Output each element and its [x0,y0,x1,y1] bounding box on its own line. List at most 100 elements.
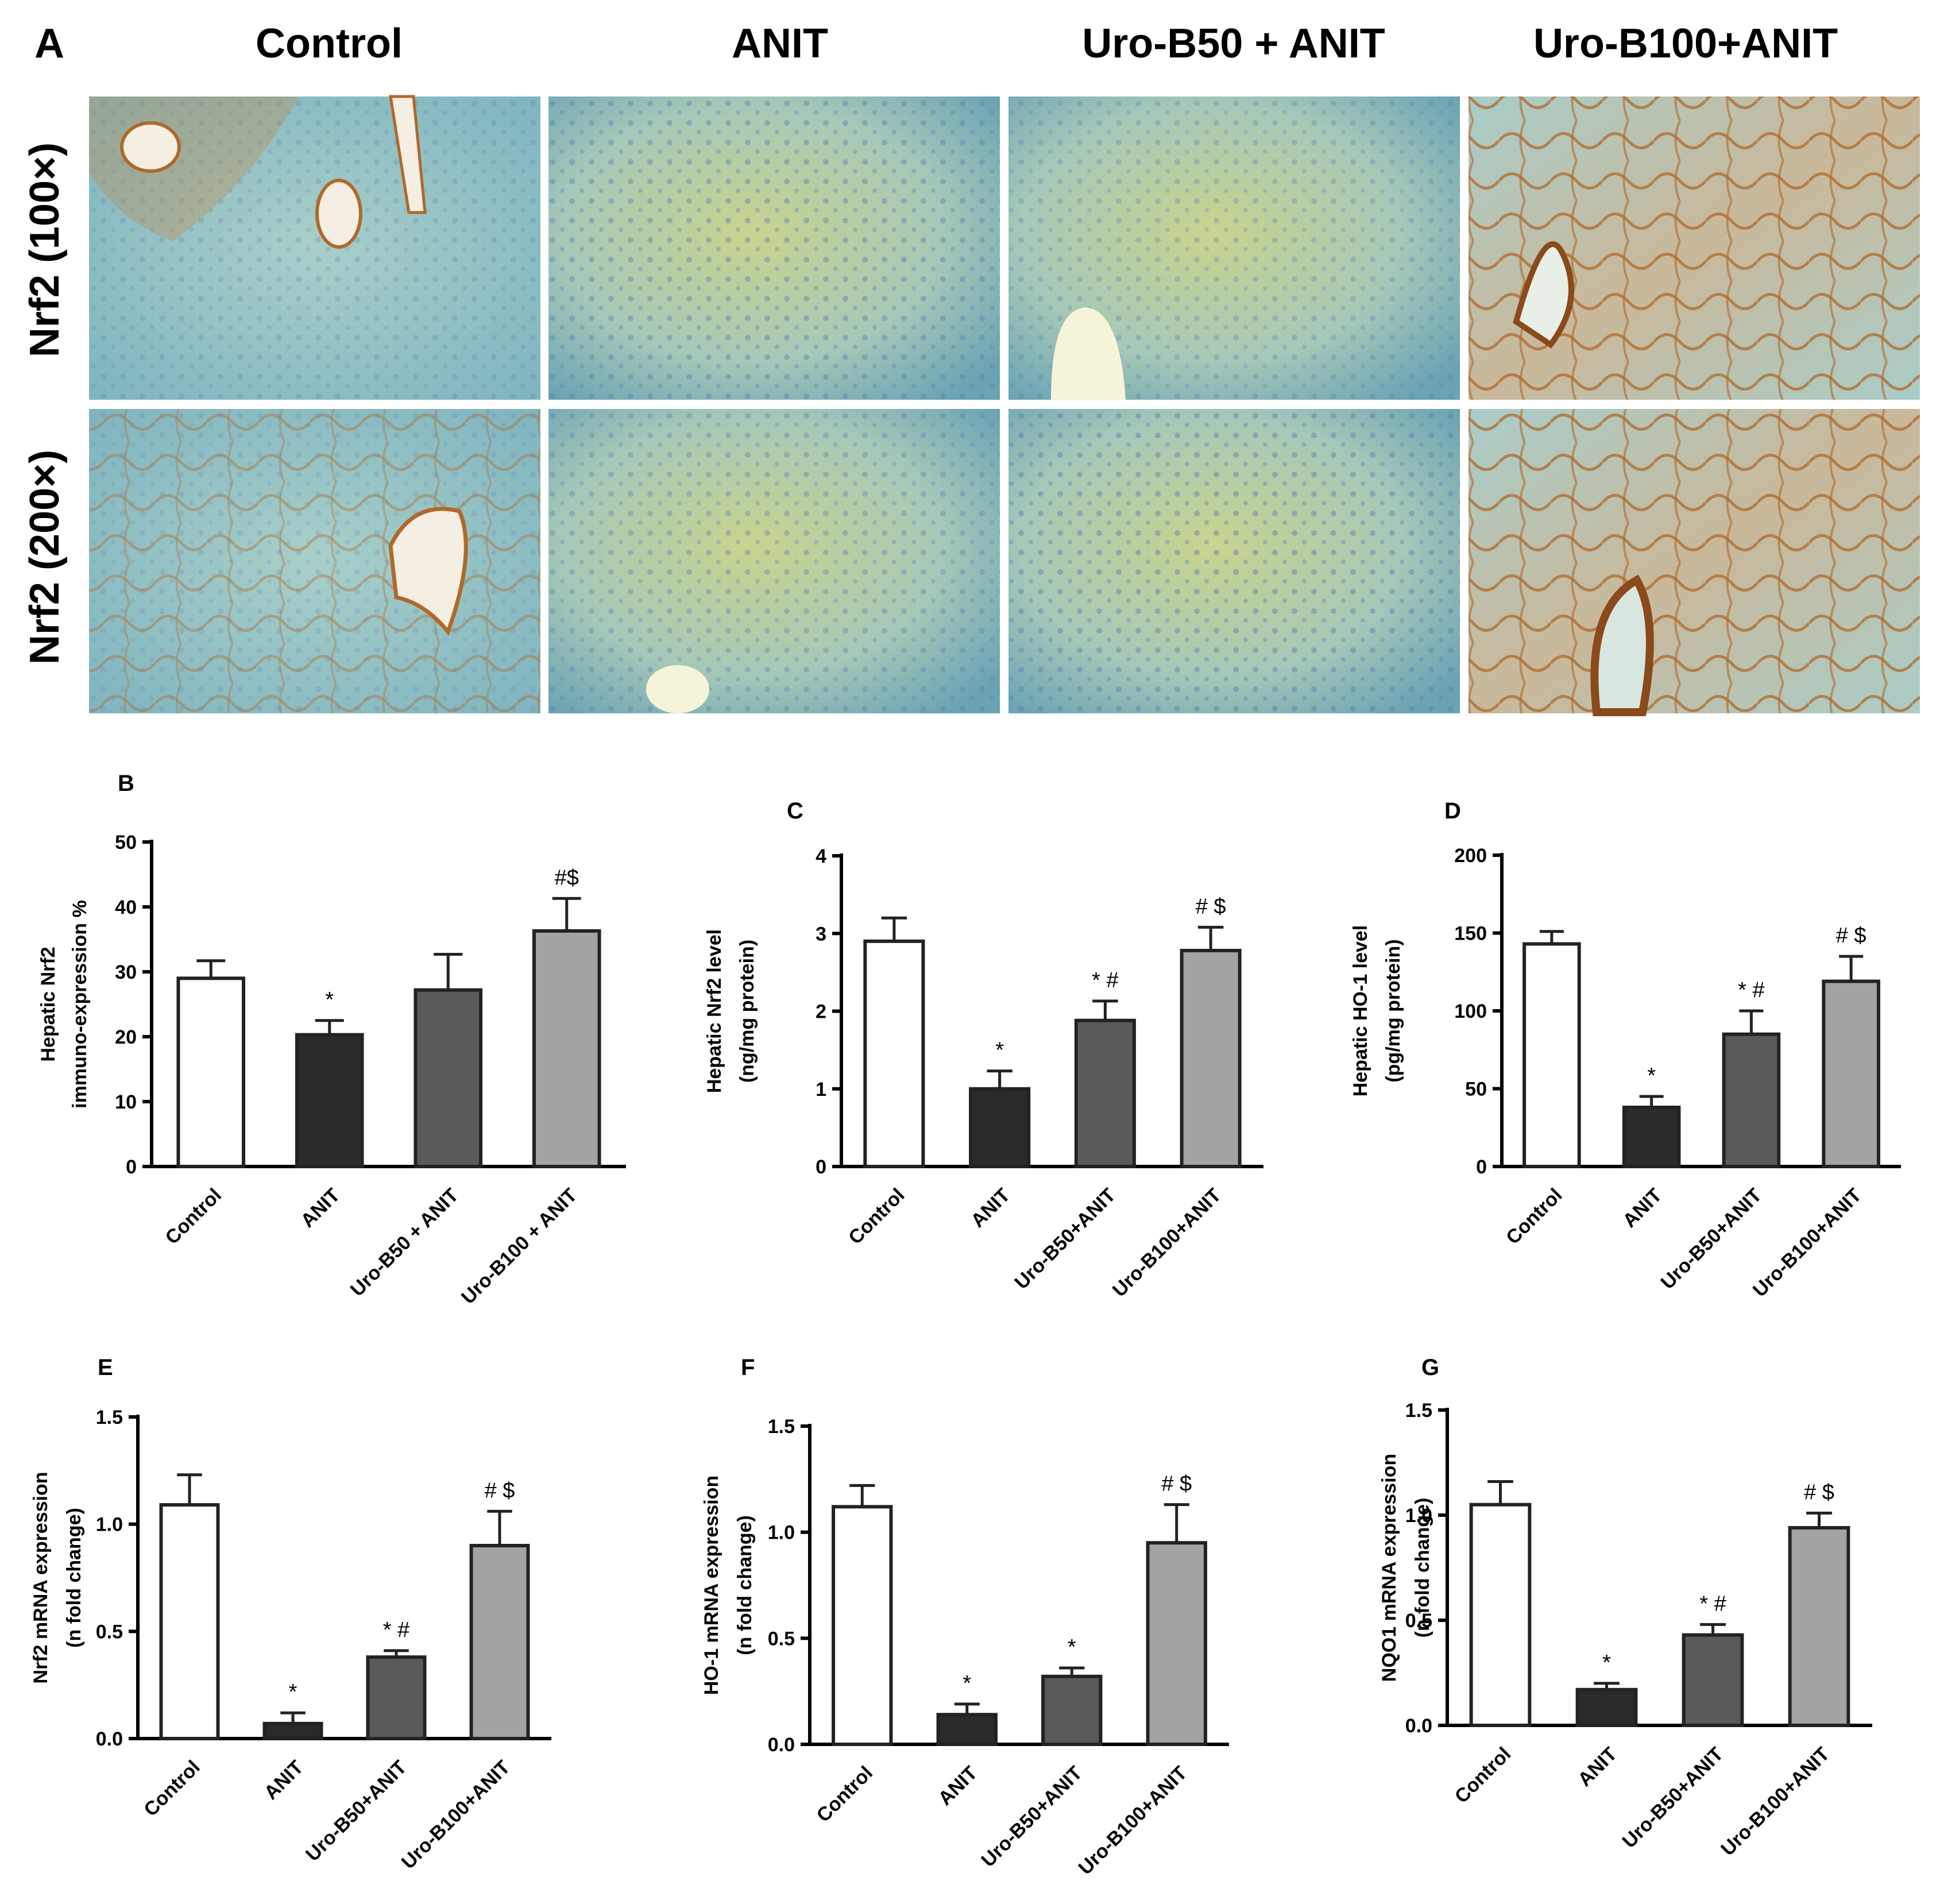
chart-b-y-tick-label: 20 [115,1026,137,1048]
chart-panel-c: C 0 1 2 3 4 Hepatic Nrf2 level (ng/mg protein) C… [704,798,1263,1301]
chart-b-bar [532,929,601,1169]
chart-b-y-tick-label: 50 [115,832,137,853]
chart-f-category-label: Uro-B100+ANIT [1075,1762,1192,1879]
chart-d-y-tick-label: 50 [1465,1079,1487,1100]
chart-b-y-tick-label: 10 [115,1091,137,1113]
chart-g-y-tick-label: 0.0 [1405,1715,1432,1737]
chart-panel-d: D 0 50 100 150 200 Hepatic HO-1 level (pg/mg pr… [1350,798,1901,1301]
chart-panel-e: E 0.0 0.5 1.0 1.5 Nrf2 mRNA expression (n fold… [30,1355,551,1874]
chart-f-bar [832,1505,893,1746]
chart-g-category-label: Uro-B50+ANIT [1618,1743,1728,1853]
panel-letter-a: A [34,21,64,67]
chart-e-bar [366,1655,427,1740]
chart-d-category-label: Control [1502,1184,1566,1249]
micrograph-control-100x [89,95,540,400]
column-label-urob50: Uro-B50 + ANIT [1082,21,1385,67]
chart-b-panel-letter: B [118,771,134,796]
column-label-urob100: Uro-B100+ANIT [1533,21,1838,67]
column-label-control: Control [256,21,403,67]
chart-b-y-tick-label: 30 [115,961,137,983]
chart-b-significance-label: * [325,988,334,1012]
chart-g-y-tick-label: 0.5 [1405,1610,1432,1632]
chart-e-bar [159,1503,220,1740]
chart-b-category-label: Uro-B50 + ANIT [346,1184,463,1301]
chart-b-bar [176,976,246,1169]
chart-f-panel-letter: F [741,1355,755,1380]
chart-d-bar [1822,979,1880,1168]
chart-e-category-label: ANIT [260,1756,308,1804]
chart-f-bar [1146,1541,1207,1746]
chart-d-bar [1722,1032,1781,1169]
chart-c-bar [969,1087,1031,1168]
chart-b-bar [295,1033,364,1168]
chart-c-y-tick-label: 3 [816,923,826,945]
chart-d-category-label: ANIT [1618,1184,1666,1232]
chart-f-significance-label: * [1068,1635,1076,1659]
chart-g-y-tick-label: 1.5 [1405,1400,1432,1422]
chart-c-category-label: ANIT [967,1184,1014,1232]
micrograph-urob100-200x [1469,409,1920,716]
chart-c-significance-label: # $ [1196,894,1226,918]
chart-f-category-label: Control [813,1762,877,1826]
chart-f-significance-label: # $ [1161,1472,1192,1496]
chart-b-y-label-line-2: immuno-expression % [69,900,91,1109]
chart-d-significance-label: * # [1738,978,1764,1002]
chart-f-bar [1041,1674,1103,1746]
chart-c-significance-label: * # [1092,968,1118,992]
chart-d-bar [1622,1106,1681,1169]
chart-e-category-label: Control [140,1756,204,1821]
chart-g-significance-label: # $ [1804,1480,1834,1504]
chart-e-y-label-line-1: Nrf2 mRNA expression [30,1472,52,1683]
chart-e-y-tick-label: 1.0 [96,1514,123,1536]
chart-e-y-tick-label: 0.5 [96,1621,123,1643]
chart-d-category-label: Uro-B50+ANIT [1657,1184,1767,1294]
chart-e-significance-label: * # [383,1618,409,1642]
chart-f-bar [936,1713,998,1746]
chart-c-y-label-line-2: (ng/mg protein) [736,940,758,1083]
chart-g-bar [1682,1633,1744,1728]
chart-c-category-label: Uro-B100+ANIT [1108,1184,1226,1301]
chart-e-category-label: Uro-B50+ANIT [302,1756,411,1866]
chart-d-significance-label: # $ [1836,924,1867,948]
chart-d-bar [1522,942,1581,1168]
chart-c-y-label-line-1: Hepatic Nrf2 level [704,929,725,1093]
chart-g-y-tick-label: 1.0 [1405,1505,1432,1527]
chart-d-y-tick-label: 150 [1454,923,1487,945]
chart-d-y-label-line-2: (pg/mg protein) [1382,939,1404,1082]
chart-e-bar [469,1544,530,1740]
chart-g-significance-label: * [1602,1651,1611,1675]
micrograph-urob100-100x [1469,96,1920,400]
chart-b-bar [414,988,483,1168]
chart-g-panel-letter: G [1421,1355,1439,1380]
chart-g-bar [1788,1525,1850,1727]
chart-f-y-label-line-1: HO-1 mRNA expression [701,1476,722,1695]
chart-b-y-tick-label: 0 [126,1156,137,1178]
chart-g-bar [1469,1503,1532,1727]
chart-b-y-label-line-1: Hepatic Nrf2 [37,947,59,1061]
micrograph-urob50-200x [1008,409,1460,713]
micrograph-control-200x [89,409,540,713]
chart-c-panel-letter: C [787,798,803,824]
chart-f-y-tick-label: 0.5 [768,1628,795,1650]
chart-d-panel-letter: D [1444,798,1461,824]
chart-b-category-label: Uro-B100 + ANIT [457,1184,582,1309]
chart-c-category-label: Uro-B50+ANIT [1011,1184,1120,1294]
chart-d-significance-label: * [1647,1064,1656,1088]
chart-e-significance-label: * [289,1680,297,1704]
chart-c-y-tick-label: 0 [816,1156,826,1178]
micrograph-anit-200x [548,409,1000,713]
chart-b-category-label: ANIT [296,1184,344,1232]
chart-f-category-label: Uro-B50+ANIT [977,1762,1087,1872]
chart-g-bar [1575,1687,1638,1728]
chart-e-bar [262,1721,323,1741]
chart-f-significance-label: * [963,1671,971,1696]
chart-c-y-tick-label: 2 [816,1001,826,1023]
chart-e-category-label: Uro-B100+ANIT [397,1756,515,1874]
chart-e-significance-label: # $ [485,1478,515,1503]
chart-e-panel-letter: E [98,1355,113,1380]
chart-panel-f: F 0.0 0.5 1.0 1.5 HO-1 mRNA expression (n fold… [701,1355,1229,1879]
chart-g-category-label: Uro-B100+ANIT [1717,1743,1834,1860]
chart-panel-g: G 0.0 0.5 1.0 1.5 NQO1 mRNA expression (n fold… [1378,1355,1872,1860]
